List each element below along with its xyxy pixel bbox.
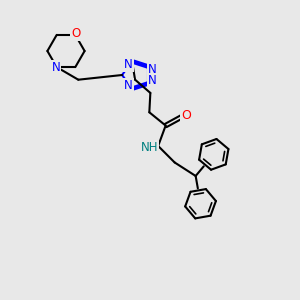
Text: O: O [181, 109, 191, 122]
Text: NH: NH [140, 141, 158, 154]
Text: N: N [124, 58, 133, 71]
Text: N: N [124, 79, 133, 92]
Text: O: O [71, 28, 80, 40]
Text: N: N [148, 63, 157, 76]
Text: N: N [148, 74, 157, 87]
Text: N: N [52, 61, 61, 74]
